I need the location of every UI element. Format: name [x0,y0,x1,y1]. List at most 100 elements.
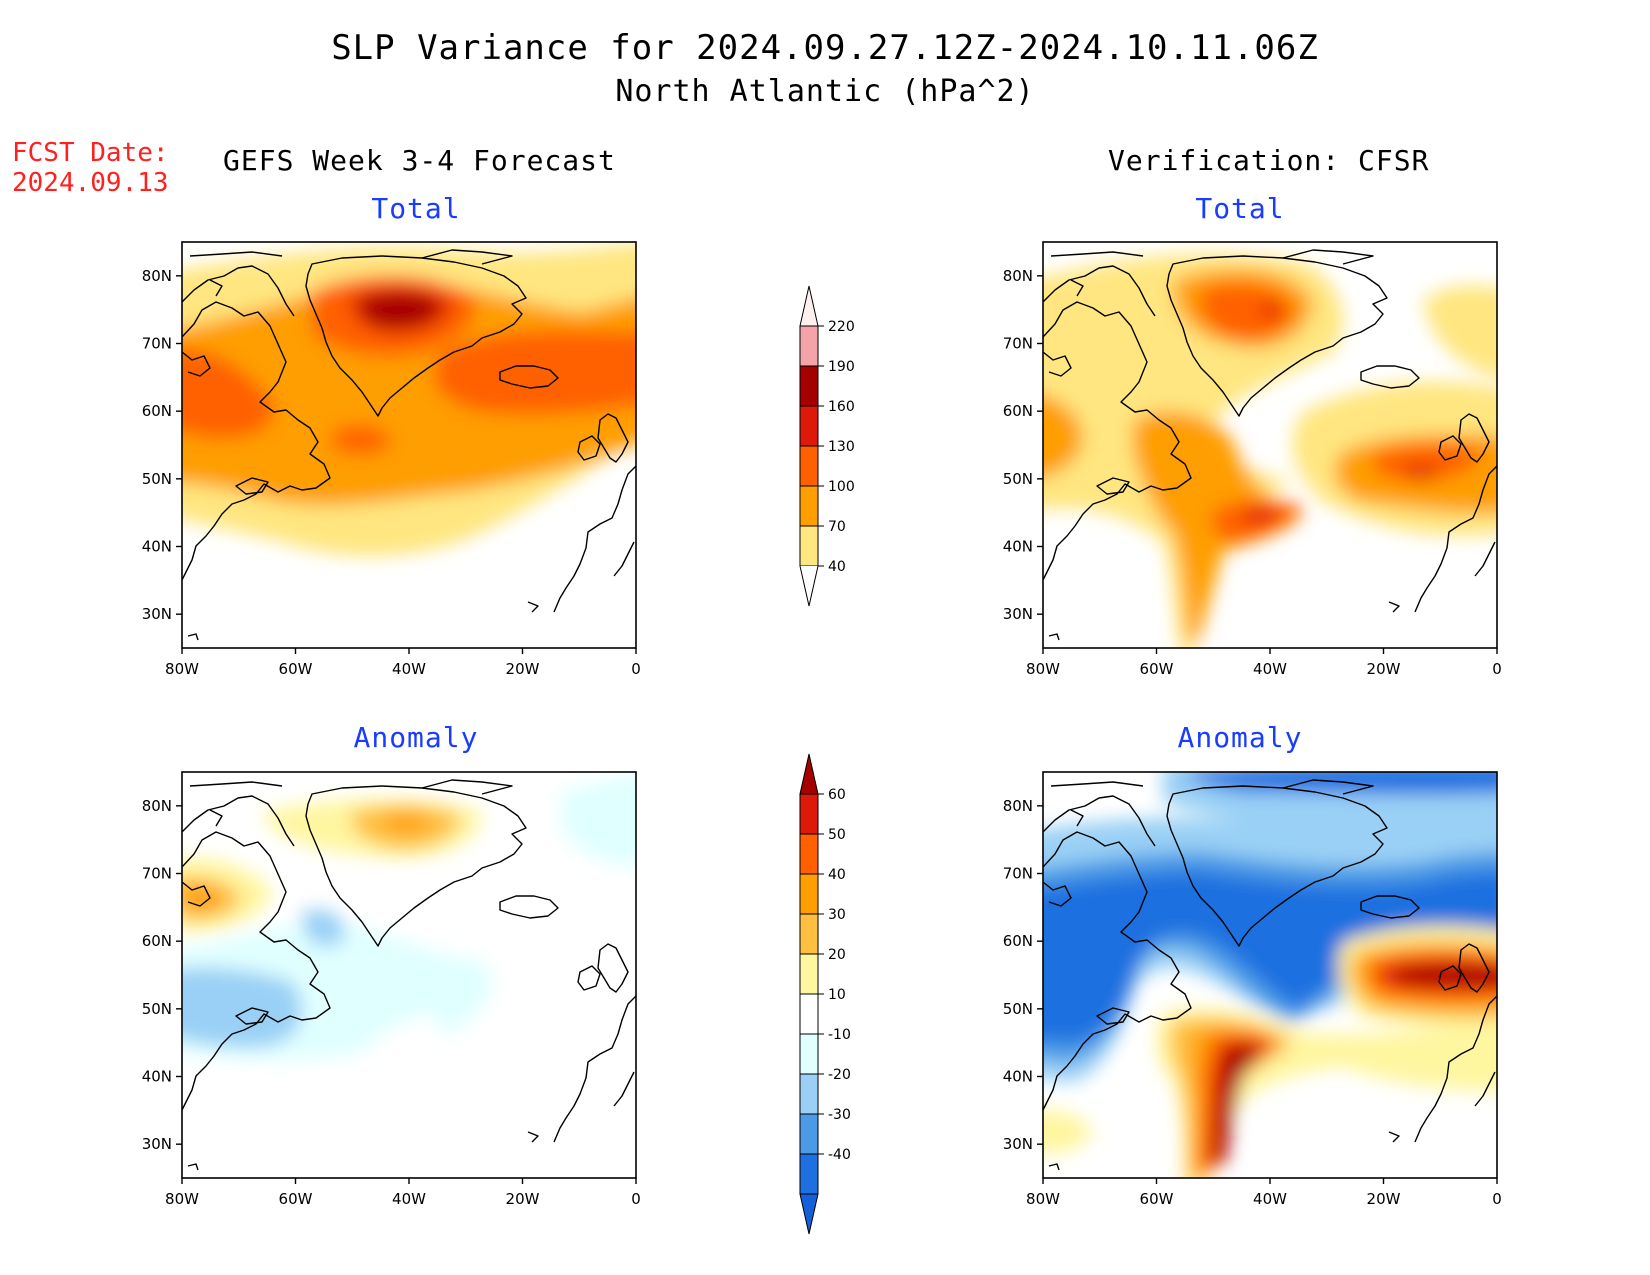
forecast-total-lon-label: 60W [279,660,313,678]
forecast-total-lon-label: 40W [392,660,426,678]
anomaly-colorbar-box [799,993,819,1035]
left-column-title: GEFS Week 3-4 Forecast [223,144,616,177]
verification-total-lat-label: 40N [1003,538,1033,556]
verification-anomaly-lon-label: 60W [1140,1190,1174,1208]
forecast-anomaly-map [181,771,637,1179]
anomaly-colorbar-label: -30 [828,1107,851,1123]
verification-total-lat-label: 80N [1003,267,1033,285]
verification-total-lon-label: 0 [1492,660,1502,678]
total-colorbar-box [799,445,819,487]
total-colorbar-box [799,325,819,367]
total-colorbar-box [799,485,819,527]
total-colorbar-box [799,525,819,567]
forecast-anomaly-title: Anomaly [353,721,479,754]
right-column-title: Verification: CFSR [1108,144,1430,177]
anomaly-colorbar: 60 50 40 30 20 10 -10 -20 -30 -40 [799,753,851,1235]
forecast-anomaly-lon-label: 20W [506,1190,540,1208]
forecast-anomaly-lat-label: 80N [142,797,172,815]
verification-anomaly-lat-label: 60N [1003,932,1033,950]
forecast-total-title: Total [371,192,461,225]
forecast-total-lat-label: 40N [142,538,172,556]
verification-anomaly-map [1042,771,1498,1179]
figure-title: SLP Variance for 2024.09.27.12Z-2024.10.… [331,28,1319,68]
forecast-date-label: FCST Date: [12,138,169,168]
verification-total-lat-label: 70N [1003,335,1033,353]
forecast-anomaly-lat-label: 40N [142,1068,172,1086]
forecast-date-block: FCST Date: 2024.09.13 [12,138,169,198]
forecast-total-lon-label: 0 [631,660,641,678]
anomaly-colorbar-box [799,873,819,915]
anomaly-colorbar-label: 50 [828,827,846,843]
anomaly-colorbar-box [799,953,819,995]
anomaly-colorbar-box [799,793,819,835]
forecast-total-lat-label: 80N [142,267,172,285]
forecast-total-lat-label: 60N [142,402,172,420]
forecast-total-lon-label: 80W [165,660,199,678]
total-colorbar-box [799,365,819,407]
total-colorbar-label: 100 [828,479,855,495]
total-colorbar: 220 190 160 130 100 70 40 [799,285,855,607]
verification-total-lon-label: 20W [1367,660,1401,678]
anomaly-colorbar-label: 30 [828,907,846,923]
anomaly-colorbar-box [799,1113,819,1155]
anomaly-colorbar-label: -20 [828,1067,851,1083]
verification-total-lat-label: 50N [1003,470,1033,488]
forecast-anomaly-lon-label: 40W [392,1190,426,1208]
forecast-total-lat-label: 30N [142,605,172,623]
verification-anomaly-lon-label: 80W [1026,1190,1060,1208]
total-colorbar-bottom-cap [799,565,819,607]
total-colorbar-label: 160 [828,399,855,415]
anomaly-colorbar-box [799,1073,819,1115]
verification-anomaly-lon-label: 0 [1492,1190,1502,1208]
anomaly-colorbar-box [799,1153,819,1195]
forecast-anomaly-lon-label: 60W [279,1190,313,1208]
verification-anomaly-lat-label: 80N [1003,797,1033,815]
verification-total-map [1042,241,1498,649]
anomaly-colorbar-box [799,913,819,955]
forecast-anomaly-lat-label: 60N [142,932,172,950]
forecast-anomaly-lat-label: 30N [142,1135,172,1153]
forecast-total-lon-label: 20W [506,660,540,678]
anomaly-colorbar-label: 20 [828,947,846,963]
forecast-date-value: 2024.09.13 [12,168,169,198]
anomaly-colorbar-label: -10 [828,1027,851,1043]
anomaly-colorbar-box [799,1033,819,1075]
anomaly-colorbar-box [799,833,819,875]
verification-anomaly-lon-label: 20W [1367,1190,1401,1208]
forecast-total-lat-label: 50N [142,470,172,488]
total-colorbar-label: 40 [828,559,846,575]
forecast-anomaly-lat-label: 70N [142,865,172,883]
anomaly-colorbar-label: 10 [828,987,846,1003]
verification-anomaly-lat-label: 50N [1003,1000,1033,1018]
verification-anomaly-lon-label: 40W [1253,1190,1287,1208]
verification-anomaly-lat-label: 70N [1003,865,1033,883]
verification-total-title: Total [1195,192,1285,225]
verification-total-lon-label: 80W [1026,660,1060,678]
figure-subtitle: North Atlantic (hPa^2) [615,74,1035,109]
anomaly-colorbar-label: 60 [828,787,846,803]
total-colorbar-label: 220 [828,319,855,335]
total-colorbar-label: 190 [828,359,855,375]
verification-anomaly-lat-label: 30N [1003,1135,1033,1153]
anomaly-colorbar-label: -40 [828,1147,851,1163]
axes-layer: 80W 60W 40W 20W 0 80N 70N 60N 50N 40N 30N 80W 60W 40W… [142,267,1502,1208]
total-colorbar-box [799,405,819,447]
verification-anomaly-lat-label: 40N [1003,1068,1033,1086]
anomaly-colorbar-bottom-cap [799,1193,819,1235]
forecast-anomaly-lon-label: 80W [165,1190,199,1208]
verification-total-lat-label: 30N [1003,605,1033,623]
anomaly-colorbar-top-cap [799,753,819,795]
verification-total-lon-label: 60W [1140,660,1174,678]
forecast-total-map [181,241,637,649]
verification-total-lon-label: 40W [1253,660,1287,678]
forecast-anomaly-lat-label: 50N [142,1000,172,1018]
total-colorbar-top-cap [799,285,819,327]
forecast-anomaly-lon-label: 0 [631,1190,641,1208]
verification-total-lat-label: 60N [1003,402,1033,420]
total-colorbar-label: 130 [828,439,855,455]
anomaly-colorbar-label: 40 [828,867,846,883]
verification-anomaly-title: Anomaly [1177,721,1303,754]
total-colorbar-label: 70 [828,519,846,535]
forecast-total-lat-label: 70N [142,335,172,353]
